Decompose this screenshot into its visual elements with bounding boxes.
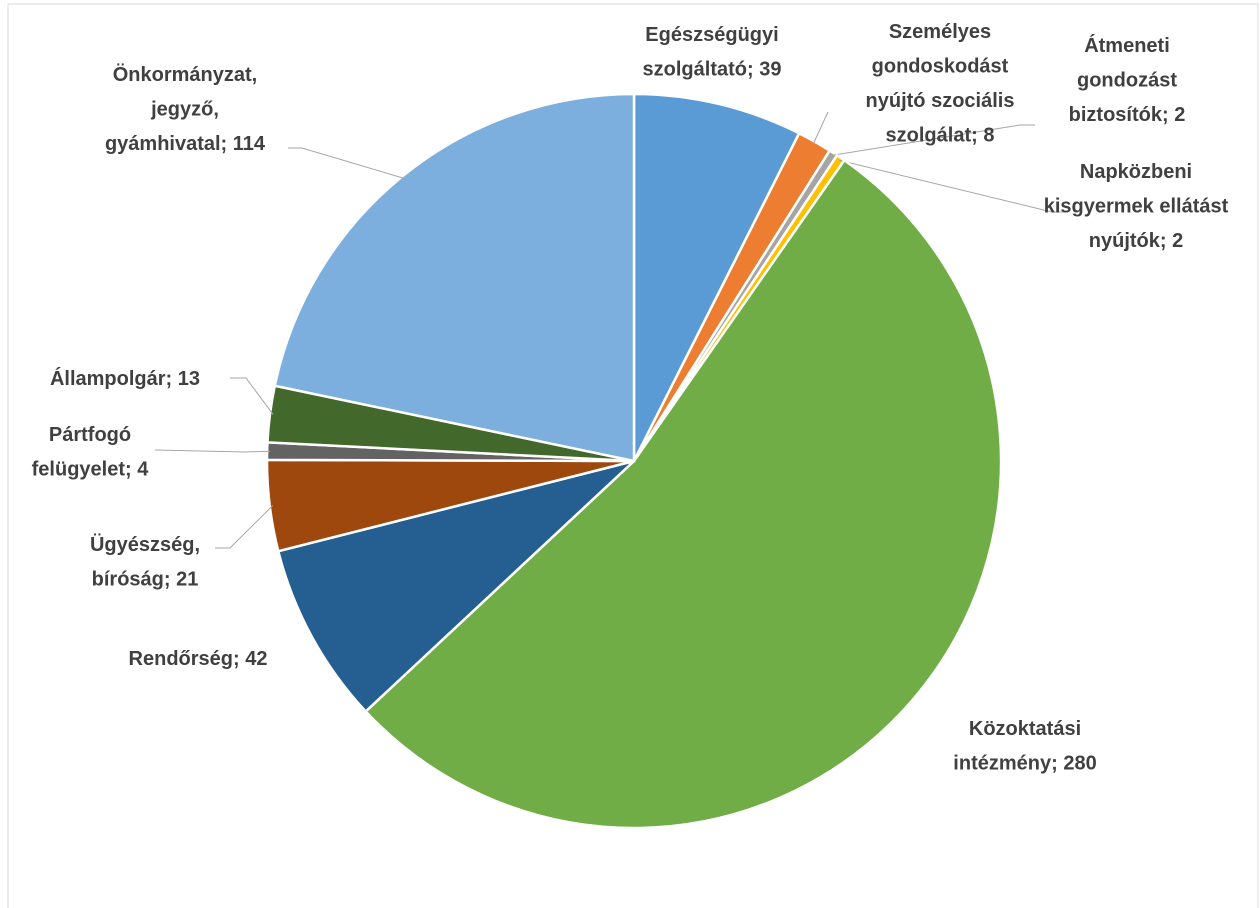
leader-line bbox=[154, 449, 271, 453]
data-label: Egészségügyi szolgáltató; 39 bbox=[643, 24, 782, 81]
label-line: nyújtók; 2 bbox=[1089, 230, 1183, 252]
label-line: szolgáltató; 39 bbox=[643, 59, 782, 81]
data-label: Önkormányzat, jegyző, gyámhivatal; 114 bbox=[105, 63, 266, 155]
label-line: bíróság; 21 bbox=[92, 569, 199, 591]
label-line: jegyző, bbox=[150, 99, 219, 121]
label-line: gyámhivatal; 114 bbox=[105, 133, 266, 155]
data-label: Állampolgár; 13 bbox=[50, 367, 200, 390]
label-line: intézmény; 280 bbox=[953, 753, 1096, 775]
label-line: gondozást bbox=[1077, 70, 1177, 92]
label-line: Napközbeni bbox=[1080, 161, 1192, 183]
data-label: Személyes gondoskodást nyújtó szociális szo… bbox=[866, 21, 1015, 147]
pie-slice: Egészségügyi szolgáltató bbox=[632, 92, 801, 462]
pie-slice: Önkormányzat, jegyző, gyámhivatal bbox=[273, 92, 636, 463]
leader-line bbox=[230, 377, 274, 415]
data-label: Közoktatási intézmény; 280 bbox=[953, 718, 1096, 775]
label-line: szolgálat; 8 bbox=[886, 125, 995, 147]
data-label: Átmeneti gondozást biztosítók; 2 bbox=[1069, 34, 1186, 126]
label-line: Pártfogó bbox=[49, 424, 131, 446]
pie-slice: Rendőrség bbox=[276, 459, 635, 714]
label-line: Közoktatási bbox=[969, 718, 1081, 740]
label-line: biztosítók; 2 bbox=[1069, 104, 1186, 126]
data-label: Napközbeni kisgyermek ellátást nyújtók; 2 bbox=[1044, 161, 1229, 252]
data-label: Pártfogó felügyelet; 4 bbox=[32, 424, 150, 481]
label-line: Rendőrség; 42 bbox=[129, 648, 268, 670]
data-label: Ügyészség, bíróság; 21 bbox=[90, 533, 200, 591]
label-line: gondoskodást bbox=[872, 56, 1009, 78]
label-line: kisgyermek ellátást bbox=[1044, 196, 1229, 218]
label-line: Átmeneti bbox=[1084, 34, 1170, 57]
label-line: Önkormányzat, bbox=[113, 63, 257, 86]
label-line: Személyes bbox=[889, 21, 991, 43]
data-label: Rendőrség; 42 bbox=[129, 648, 268, 670]
leader-line bbox=[838, 159, 1068, 213]
label-line: felügyelet; 4 bbox=[32, 459, 150, 481]
leader-line bbox=[812, 111, 829, 145]
leader-line bbox=[831, 124, 1035, 156]
pie-slice: Közoktatási intézmény bbox=[363, 158, 1003, 830]
label-line: Egészségügyi bbox=[645, 24, 778, 46]
leader-line bbox=[215, 505, 274, 549]
label-line: nyújtó szociális bbox=[866, 90, 1015, 112]
leader-line bbox=[288, 147, 405, 179]
label-line: Állampolgár; 13 bbox=[50, 367, 200, 390]
label-line: Ügyészség, bbox=[90, 533, 200, 556]
